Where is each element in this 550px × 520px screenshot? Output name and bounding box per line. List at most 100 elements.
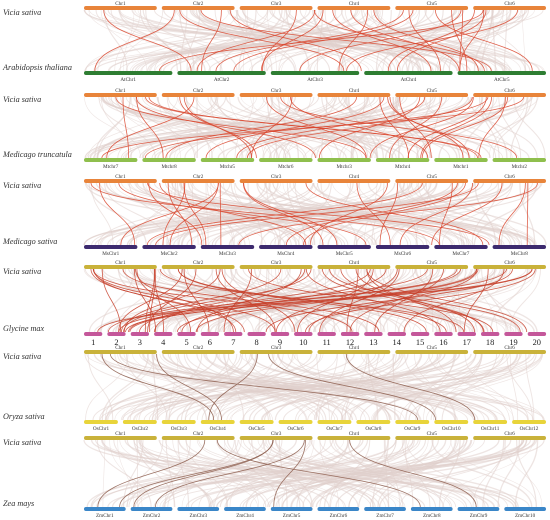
background-synteny-link — [224, 439, 259, 508]
background-synteny-link — [406, 182, 470, 246]
highlighted-synteny-link — [216, 439, 421, 508]
highlighted-synteny-link — [229, 9, 362, 72]
background-synteny-link — [246, 439, 410, 508]
bottom-chromosome-bar — [154, 332, 173, 336]
bottom-chromosome-bar — [317, 420, 352, 424]
highlighted-synteny-link — [155, 439, 305, 508]
background-synteny-link — [344, 353, 397, 421]
background-synteny-link — [273, 96, 370, 159]
top-chromosome-bar — [395, 6, 469, 10]
bottom-chromosome-bar — [122, 420, 157, 424]
bottom-chromosome-label: 17 — [463, 338, 471, 347]
background-synteny-link — [401, 9, 512, 72]
background-synteny-link — [472, 439, 506, 508]
top-species-label: Vicia sativa — [3, 267, 41, 276]
background-synteny-link — [366, 268, 386, 333]
highlighted-synteny-link — [251, 96, 293, 159]
background-synteny-link — [128, 182, 194, 246]
background-synteny-link — [209, 182, 236, 246]
background-synteny-link — [289, 182, 412, 246]
background-synteny-link — [414, 353, 457, 421]
top-chromosome-bar — [84, 93, 157, 97]
labels-layer: Chr1 Chr2 Chr3 Chr4 Chr5 Chr6 AtChr1 AtChr2 AtCh… — [2, 1, 541, 519]
highlighted-synteny-link — [407, 96, 487, 159]
highlighted-synteny-link — [165, 96, 357, 159]
background-synteny-link — [152, 353, 401, 421]
bottom-chromosome-label: OsChr1 — [93, 426, 110, 432]
highlighted-synteny-link — [346, 268, 359, 333]
background-synteny-link — [114, 9, 141, 72]
background-synteny-link — [133, 439, 406, 508]
highlighted-synteny-link — [459, 9, 485, 72]
bottom-chromosome-bar — [200, 158, 255, 162]
top-species-label: Vicia sativa — [3, 95, 41, 104]
background-synteny-link — [98, 96, 156, 159]
background-synteny-link — [185, 439, 229, 508]
background-synteny-link — [492, 96, 533, 159]
top-chromosome-bar — [84, 350, 157, 354]
background-synteny-link — [422, 182, 547, 246]
bottom-chromosome-bar — [457, 71, 546, 75]
bottom-chromosome-label: 6 — [208, 338, 212, 347]
highlighted-synteny-link — [92, 268, 353, 333]
top-chromosome-label: Chr5 — [427, 88, 438, 94]
bottom-chromosome-label: 19 — [509, 338, 517, 347]
bottom-chromosome-label: OsChr11 — [481, 426, 500, 432]
bottom-species-label: Zea mays — [3, 499, 34, 508]
bottom-chromosome-bar — [457, 332, 476, 336]
bottom-chromosome-bar — [364, 71, 453, 75]
bottom-chromosome-label: Mtchr3 — [337, 164, 353, 170]
bottom-chromosome-bar — [130, 332, 149, 336]
highlighted-synteny-link — [221, 268, 296, 333]
background-synteny-link — [461, 96, 495, 159]
bottom-chromosome-label: AtChr4 — [401, 77, 417, 83]
highlighted-synteny-link — [223, 268, 252, 333]
background-synteny-link — [109, 182, 314, 246]
bottom-chromosome-bar — [84, 245, 138, 249]
top-chromosome-bar — [161, 179, 235, 183]
bottom-chromosome-bar — [317, 507, 360, 511]
highlighted-links-layer — [90, 9, 538, 508]
top-chromosome-label: Chr1 — [115, 260, 126, 266]
top-chromosome-label: Chr1 — [115, 174, 126, 180]
bottom-chromosome-label: 10 — [299, 338, 307, 347]
bottom-chromosome-label: Mtchr7 — [103, 164, 119, 170]
bottom-chromosome-bar — [457, 507, 500, 511]
background-synteny-link — [262, 439, 475, 508]
highlighted-synteny-link — [123, 268, 312, 333]
highlighted-synteny-link — [200, 9, 492, 72]
highlighted-synteny-link — [155, 182, 479, 246]
background-synteny-link — [464, 353, 514, 421]
background-synteny-link — [114, 353, 208, 421]
top-chromosome-label: Chr2 — [193, 88, 204, 94]
highlighted-synteny-link — [201, 9, 222, 72]
background-synteny-link — [482, 439, 505, 508]
highlighted-synteny-link — [350, 9, 460, 72]
background-synteny-link — [141, 96, 354, 159]
background-synteny-link — [159, 439, 270, 508]
background-synteny-link — [274, 353, 409, 421]
top-chromosome-bar — [395, 436, 469, 440]
background-synteny-link — [389, 9, 455, 72]
background-synteny-link — [509, 353, 519, 421]
top-chromosome-label: Chr4 — [349, 260, 360, 266]
top-chromosome-label: Chr2 — [193, 174, 204, 180]
highlighted-synteny-link — [92, 268, 276, 333]
background-synteny-link — [151, 353, 207, 421]
top-chromosome-label: Chr3 — [271, 345, 282, 351]
bottom-chromosome-bar — [410, 507, 453, 511]
bottom-chromosome-label: ZmChr4 — [236, 513, 254, 519]
background-synteny-link — [136, 439, 176, 508]
bottom-chromosome-bar — [130, 507, 173, 511]
background-synteny-link — [224, 353, 245, 421]
highlighted-synteny-link — [243, 182, 338, 246]
bottom-chromosome-bar — [492, 245, 546, 249]
top-chromosome-bar — [239, 265, 313, 269]
bottom-chromosome-bar — [434, 332, 453, 336]
background-synteny-link — [100, 96, 133, 159]
top-chromosome-bar — [239, 93, 313, 97]
top-chromosome-label: Chr1 — [115, 1, 126, 7]
background-synteny-link — [265, 182, 469, 246]
background-synteny-link — [104, 9, 440, 72]
